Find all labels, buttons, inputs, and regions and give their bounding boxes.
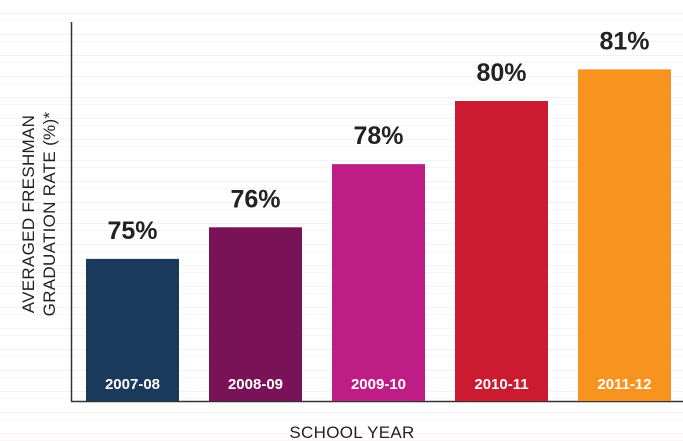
category-label: 2007-08 [105,376,160,393]
bar-2007-08 [86,258,179,401]
category-label: 2010-11 [474,376,528,393]
y-axis-title-line-1: AVERAGED FRESHMAN [19,115,38,313]
bar-2009-10 [332,164,425,401]
bar-2008-09 [209,227,302,401]
x-axis-title: SCHOOL YEAR [289,423,414,441]
category-label: 2011-12 [597,376,651,393]
bar-value-label: 81% [599,27,649,55]
category-label: 2008-09 [228,376,283,393]
bar-value-label: 76% [230,185,280,213]
bar-2011-12 [578,69,671,401]
bar-value-label: 78% [353,122,403,150]
y-axis-title: AVERAGED FRESHMAN GRADUATION RATE (%)* [19,112,59,317]
bar-value-label: 75% [107,217,157,245]
category-label: 2009-10 [351,376,406,393]
y-axis-title-line-2: GRADUATION RATE (%)* [40,112,59,317]
bar-2010-11 [455,100,548,401]
bars-group: 75% 2007-08 76% 2008-09 78% 2009-10 80% 2010-11… [86,27,671,401]
bar-value-label: 80% [476,59,526,87]
